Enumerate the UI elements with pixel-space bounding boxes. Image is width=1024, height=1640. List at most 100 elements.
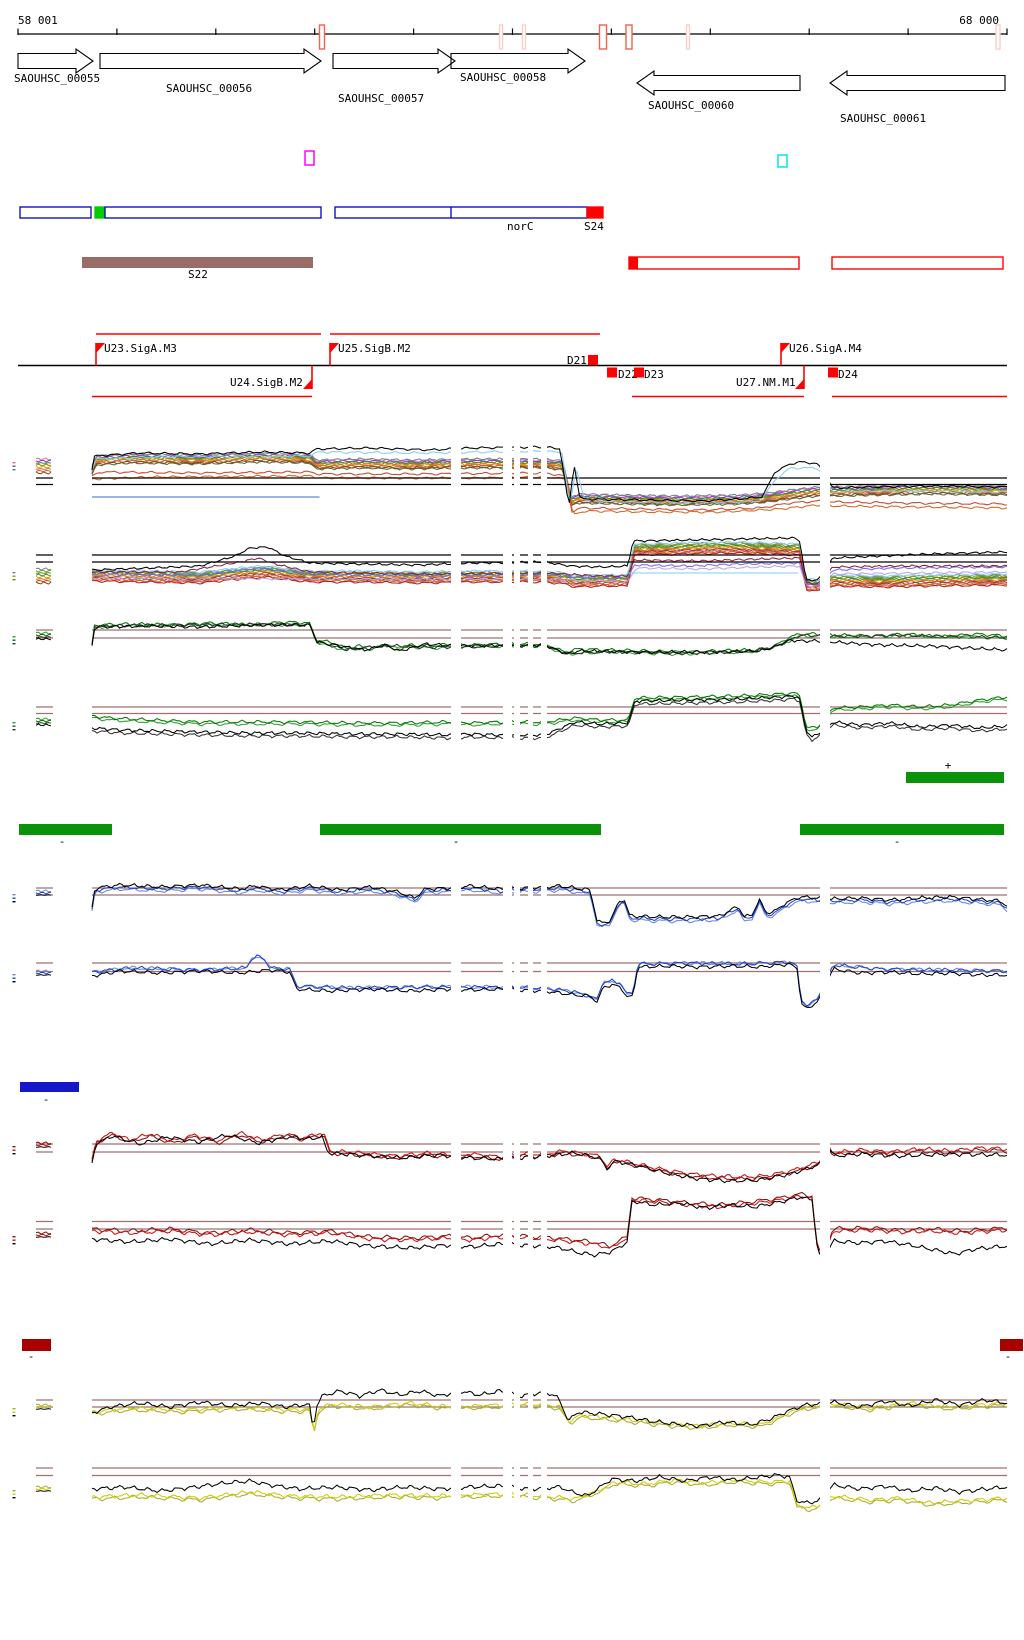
- signal-series: [91, 561, 1008, 587]
- tss-label: U24.SigB.M2: [230, 376, 303, 389]
- legend-dot: [12, 901, 16, 903]
- signal-series: [91, 1477, 1008, 1509]
- red-minus-bar[interactable]: [1000, 1339, 1023, 1351]
- gene-label: SAOUHSC_00061: [840, 112, 926, 125]
- signal-series: [91, 622, 1008, 657]
- signal-series: [91, 623, 1008, 655]
- green-minus-bar[interactable]: [19, 824, 112, 835]
- legend-dot: [12, 1415, 16, 1417]
- tss-layer: U23.SigA.M3 U25.SigB.M2 U26.SigA.M4 U24.Sig…: [18, 333, 1007, 398]
- legend-stub: [35, 633, 52, 637]
- legend-stub: [35, 1490, 52, 1492]
- signal-series: [91, 1191, 1008, 1251]
- green-minus-bar-strand-label: -: [894, 835, 901, 848]
- legend-dot: [12, 1411, 16, 1413]
- green-minus-bar[interactable]: [320, 824, 601, 835]
- operon-bar[interactable]: [334, 206, 588, 219]
- signal-track-condition-pair-green-plus: [12, 620, 1008, 657]
- legend-stub: [35, 1487, 52, 1491]
- legend-dot: [12, 1146, 16, 1148]
- data-gap: [503, 1124, 512, 1262]
- legend-stub: [35, 722, 52, 724]
- legend-dot: [12, 1408, 16, 1410]
- red-feature-bar[interactable]: [831, 256, 1004, 270]
- srna-s22-label: S22: [188, 268, 208, 281]
- legend-stub: [35, 969, 52, 973]
- red-minus-bar-strand-label: -: [28, 1350, 35, 1363]
- signal-series: [91, 695, 1008, 738]
- legend-stub: [35, 1485, 52, 1489]
- ruler-variant-mark[interactable]: [598, 24, 608, 50]
- signal-series: [91, 697, 1008, 743]
- legend-dot: [12, 981, 16, 983]
- legend-stub: [35, 974, 52, 976]
- legend-dot: [12, 643, 16, 645]
- data-gap: [528, 1384, 533, 1520]
- gene-arrow-SAOUHSC_00058[interactable]: [450, 47, 586, 75]
- gene-arrow-SAOUHSC_00056[interactable]: [99, 47, 322, 75]
- d-site-D23[interactable]: [634, 367, 644, 378]
- green-minus-bar-strand-label: -: [59, 835, 66, 848]
- ruler-start-label: 58 001: [18, 14, 58, 27]
- operon-bar[interactable]: [19, 206, 92, 219]
- green-minus-bar-strand-label: -: [453, 835, 460, 848]
- legend-stub: [35, 457, 52, 461]
- d-site-D22[interactable]: [607, 367, 617, 378]
- legend-stub: [35, 1233, 52, 1237]
- d-site-label: D22: [618, 368, 638, 381]
- tss-flag-down[interactable]: [303, 379, 312, 389]
- blue-minus-bar[interactable]: [20, 1082, 79, 1092]
- srna-s22-bar[interactable]: [82, 257, 313, 268]
- tss-flag-up[interactable]: [781, 343, 790, 353]
- d-site-D21[interactable]: [588, 355, 598, 365]
- legend-dot: [12, 897, 16, 899]
- legend-stub: [35, 467, 52, 470]
- green-plus-bar-strand-label: +: [945, 759, 952, 772]
- ruler-variant-mark[interactable]: [625, 24, 633, 50]
- red-feature-bar[interactable]: [628, 256, 800, 270]
- magenta-box[interactable]: [304, 150, 315, 166]
- green-plus-bar[interactable]: [906, 772, 1004, 783]
- ruler-variant-mark[interactable]: [521, 24, 527, 50]
- legend-stub: [35, 637, 52, 641]
- cyan-box[interactable]: [777, 154, 788, 168]
- signal-series: [91, 470, 1008, 513]
- gene-arrow-SAOUHSC_00060[interactable]: [636, 69, 801, 97]
- ruler-variant-mark[interactable]: [318, 24, 326, 50]
- ruler-variant-mark[interactable]: [995, 24, 1001, 50]
- green-minus-bar[interactable]: [800, 824, 1004, 835]
- signal-series: [91, 445, 1008, 503]
- data-gap: [514, 853, 520, 1015]
- tss-label: U26.SigA.M4: [789, 342, 862, 355]
- tss-flag-up[interactable]: [96, 343, 105, 353]
- signal-track-blue-pair-plus: [12, 882, 1008, 928]
- signal-track-blue-pair-minus: [12, 954, 1008, 1009]
- tss-flag-up[interactable]: [330, 343, 339, 353]
- legend-dot: [12, 465, 16, 467]
- legend-stub: [35, 465, 52, 469]
- tss-label: U23.SigA.M3: [104, 342, 177, 355]
- data-gap: [514, 1124, 520, 1262]
- ruler-variant-mark[interactable]: [498, 24, 504, 50]
- gene-arrow-SAOUHSC_00061[interactable]: [829, 69, 1006, 97]
- data-gap: [541, 853, 547, 1015]
- operon-bar[interactable]: [94, 206, 105, 219]
- legend-stub: [35, 1236, 52, 1238]
- operon-bar[interactable]: [104, 206, 322, 219]
- legend-dot: [12, 636, 16, 638]
- signal-series: [91, 548, 1008, 590]
- tss-flag-down[interactable]: [795, 379, 804, 389]
- signal-series: [91, 691, 1008, 729]
- gaps-layer: [451, 440, 830, 1520]
- legend-dot: [12, 974, 16, 976]
- legend-dot: [12, 639, 16, 641]
- signal-series: [91, 536, 1008, 582]
- gene-arrow-SAOUHSC_00055[interactable]: [17, 47, 94, 75]
- d-site-D24[interactable]: [828, 367, 838, 378]
- ruler-variant-mark[interactable]: [685, 24, 691, 50]
- data-gap: [451, 853, 461, 1015]
- signal-series: [91, 546, 1008, 588]
- red-minus-bar[interactable]: [22, 1339, 51, 1351]
- operon-bar[interactable]: [586, 206, 604, 219]
- gene-arrow-SAOUHSC_00057[interactable]: [332, 47, 456, 75]
